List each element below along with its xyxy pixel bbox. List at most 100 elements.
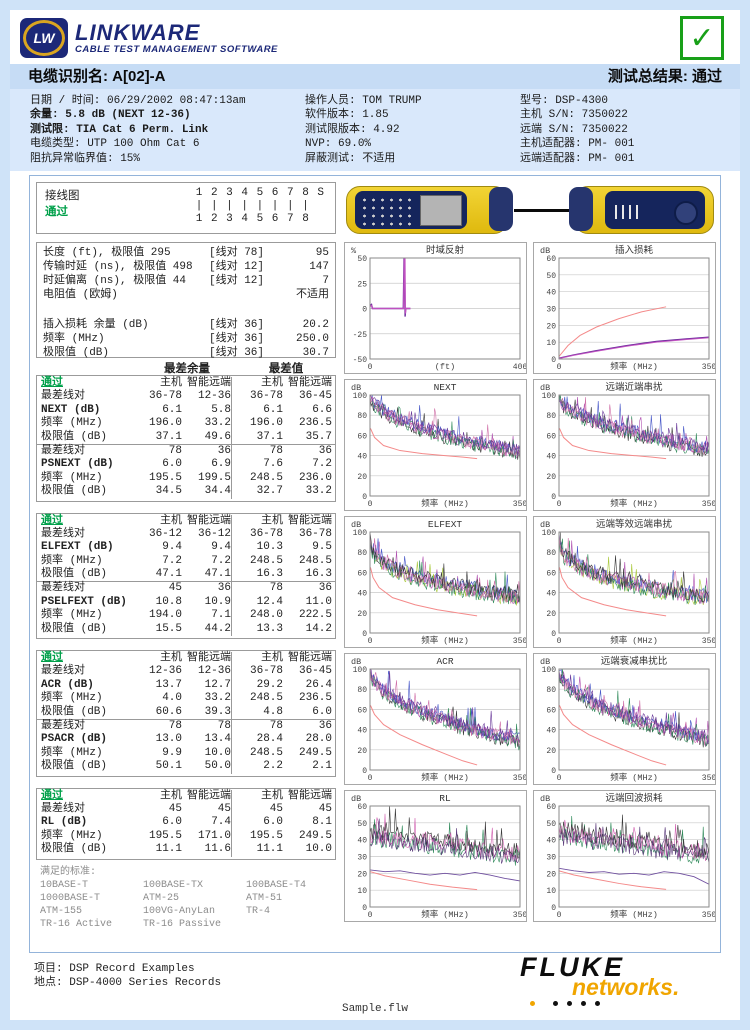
cell-value: 45 [168, 802, 182, 815]
svg-text:远端近端串扰: 远端近端串扰 [605, 381, 663, 393]
svg-text:dB: dB [540, 520, 550, 530]
svg-text:30: 30 [357, 854, 367, 863]
svg-text:插入损耗: 插入损耗 [615, 244, 654, 256]
table-row: 频率 (MHz) 4.0 33.2 248.5 236.5 [37, 692, 335, 706]
svg-text:0: 0 [551, 493, 556, 502]
cell-value: 78 [231, 444, 283, 459]
cell-value: 171.0 [197, 829, 231, 842]
cell-value: 11.6 [204, 843, 231, 856]
svg-text:20: 20 [546, 870, 556, 879]
cell-value: 11.1 [155, 843, 182, 856]
standard-item: TR-16 Passive [143, 918, 222, 930]
info-label: 主机 S/N: [520, 109, 582, 122]
project-line: 项目: DSP Record Examples [34, 962, 221, 976]
length-row: 传输时延 (ns), 极限值 498 [线对 12] 147 [37, 260, 335, 274]
svg-text:60: 60 [357, 803, 367, 812]
svg-text:50: 50 [546, 272, 556, 281]
info-label: 主机适配器: [520, 138, 589, 151]
info-label: 操作人员: [305, 95, 363, 107]
svg-text:100: 100 [353, 666, 368, 675]
cell-value: 195.5 [148, 471, 182, 484]
svg-text:25: 25 [357, 280, 367, 289]
column-header: 智能远端 [288, 652, 332, 665]
chart-svg: 50 25 0 -25 -50 时域反射% 0 406 (ft) [351, 244, 526, 372]
svg-text:100: 100 [542, 529, 557, 538]
project-info: 项目: DSP Record Examples 地点: DSP-4000 Ser… [34, 962, 221, 990]
table-row: 最差线对 78 36 78 36 [37, 443, 335, 459]
table-row: RL (dB) 6.0 7.4 6.0 8.1 [37, 816, 335, 830]
info-line: 余量: 5.8 dB (NEXT 12-36) [30, 108, 305, 122]
tester-photo [344, 182, 716, 236]
cell-value: 36 [318, 582, 332, 595]
info-line: 远端 S/N: 7350022 [520, 123, 740, 137]
chart-svg: 100 80 60 40 20 0 NEXT dB 0 350 频率 (MHz) [351, 382, 526, 509]
cell-value: 33.2 [204, 417, 231, 430]
cell-value: 78 [168, 719, 182, 732]
cell-value: 6.1 [231, 403, 283, 418]
remote-unit-knob [674, 201, 698, 225]
row-label: 极限值 (dB) [41, 760, 108, 773]
cell-value: 12-36 [197, 665, 231, 678]
svg-text:100: 100 [353, 529, 368, 538]
cell-value: 33.2 [305, 485, 332, 498]
info-value: 不适用 [362, 152, 396, 165]
cell-value: 28.4 [231, 733, 283, 747]
info-value: 5.8 dB (NEXT 12-36) [65, 109, 191, 122]
svg-text:20: 20 [357, 747, 367, 756]
svg-text:40: 40 [546, 453, 556, 462]
brand-tagline: CABLE TEST MANAGEMENT SOFTWARE [75, 43, 278, 55]
site-line: 地点: DSP-4000 Series Records [34, 976, 221, 990]
info-value: TIA Cat 6 Perm. Link [76, 123, 209, 136]
cell-value: 50.0 [204, 760, 231, 773]
svg-text:50: 50 [357, 820, 367, 829]
cell-value: 36-45 [298, 390, 332, 403]
length-box: 长度 (ft), 极限值 295 [线对 78] 95 传输时延 (ns), 极限值 … [36, 242, 336, 359]
svg-text:40: 40 [546, 289, 556, 298]
svg-text:20: 20 [357, 870, 367, 879]
row-label: 最差线对 [41, 444, 85, 457]
info-label: 远端 S/N: [520, 123, 582, 136]
cell-value: 78 [231, 719, 283, 734]
length-pair: [线对 36] [209, 333, 265, 345]
svg-text:0: 0 [362, 767, 367, 776]
table-row: 极限值 (dB) 11.1 11.6 11.1 10.0 [37, 843, 335, 857]
standards-column: 10BASE-T 1000BASE-T ATM-155 TR-16 Active [40, 879, 143, 931]
cell-value: 44.2 [204, 622, 231, 635]
chart-7: 100 80 60 40 20 0 ACR dB 0 350 频率 (MHz) [344, 653, 527, 785]
svg-text:(ft): (ft) [435, 362, 455, 372]
svg-text:20: 20 [546, 473, 556, 482]
cell-value: 10.0 [305, 843, 332, 856]
cell-value: 248.5 [231, 554, 283, 569]
svg-text:0: 0 [362, 904, 367, 913]
worst-value-header: 最差值 [268, 363, 304, 376]
charts-grid: 50 25 0 -25 -50 时域反射% 0 406 (ft) 60 50 40 30 20 10 0 插入损… [344, 242, 716, 922]
result-label: 测试总结果: [607, 68, 688, 85]
column-header: 主机 [231, 514, 283, 528]
svg-text:20: 20 [546, 747, 556, 756]
cell-value: 7.2 [211, 554, 231, 567]
cell-value: 6.6 [312, 403, 332, 416]
cell-value: 13.3 [231, 622, 283, 637]
row-label: 频率 (MHz) [41, 746, 103, 759]
chart-svg: 100 80 60 40 20 0 远端衰减串扰比 dB 0 350 频率 (MHz) [540, 655, 715, 783]
table-row: 最差线对 78 78 78 36 [37, 718, 335, 734]
cell-value: 14.2 [305, 622, 332, 635]
cell-value: 4.0 [162, 692, 182, 705]
svg-text:350: 350 [513, 500, 526, 509]
svg-text:dB: dB [351, 657, 361, 667]
column-header: 智能远端 [187, 514, 231, 527]
cable-id-value: A[02]-A [112, 68, 166, 85]
table-row: 频率 (MHz) 9.9 10.0 248.5 249.5 [37, 746, 335, 761]
svg-text:频率 (MHz): 频率 (MHz) [421, 772, 469, 783]
length-value: 不适用 [296, 289, 329, 301]
svg-text:0: 0 [368, 774, 373, 783]
cell-value: 199.5 [197, 471, 231, 484]
chart-10: 60 50 40 30 20 10 0 远端回波损耗 dB 0 350 频率 (MHz) [533, 790, 716, 922]
cell-value: 78 [168, 444, 182, 457]
standard-item: TR-16 Active [40, 918, 113, 930]
summary-spacer [36, 360, 136, 375]
svg-text:dB: dB [351, 794, 361, 804]
svg-text:60: 60 [357, 432, 367, 441]
svg-text:0: 0 [362, 630, 367, 639]
length-value: 20.2 [302, 319, 329, 331]
